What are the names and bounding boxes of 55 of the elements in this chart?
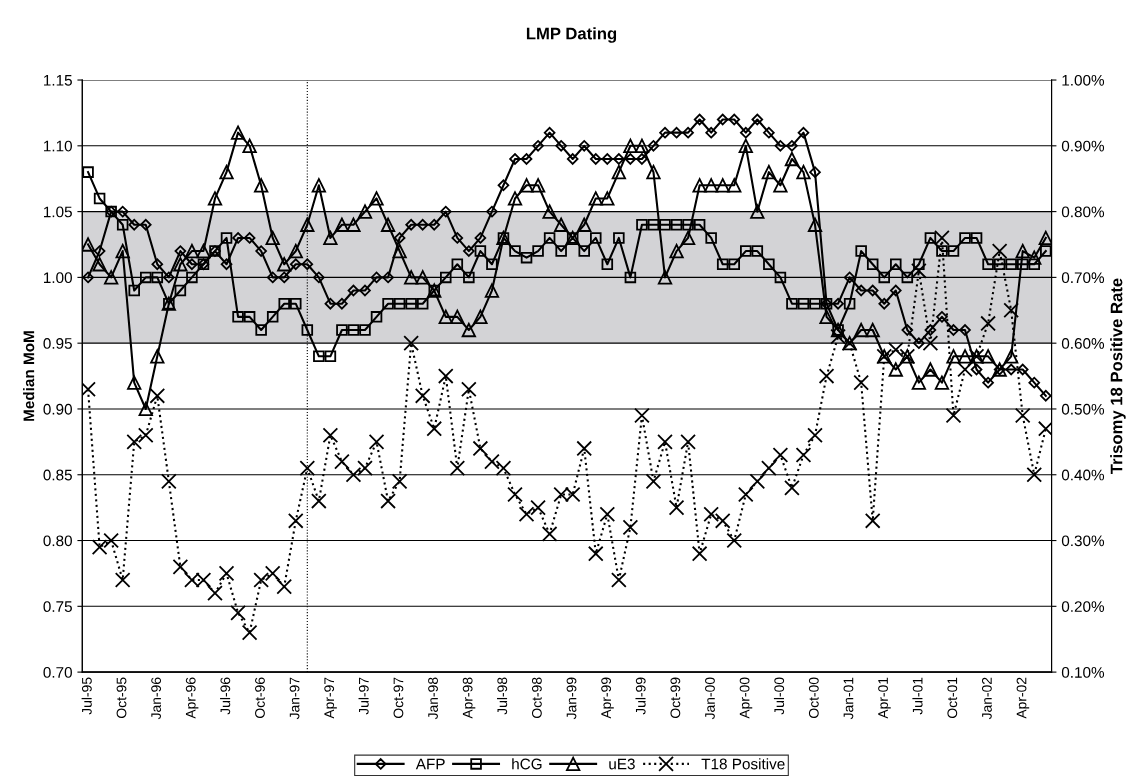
x-tick-label: Oct-00	[808, 677, 819, 718]
x-tick-label: Apr-97	[324, 677, 337, 719]
y2-tick-label: 0.40%	[1061, 469, 1105, 481]
legend-label: uE3	[609, 758, 635, 770]
x-tick-label: Jan-02	[981, 677, 992, 720]
x-tick-label: Oct-95	[116, 677, 127, 718]
x-tick-label: Jan-00	[705, 677, 715, 720]
y-tick-label: 0.85	[43, 469, 72, 481]
legend-label: AFP	[415, 758, 445, 770]
chart-title: LMP Dating	[526, 27, 617, 43]
x-tick-label: Apr-99	[601, 677, 614, 719]
x-tick-label: Oct-98	[531, 677, 542, 718]
legend-label: hCG	[512, 758, 542, 770]
y-tick-label: 1.10	[44, 140, 72, 152]
legend-label: T18 Positive	[701, 758, 785, 770]
x-tick-label: Jan-01	[843, 677, 854, 720]
y-tick-label: 0.75	[43, 601, 72, 613]
x-tick-label: Jul-97	[358, 677, 369, 715]
x-tick-label: Oct-99	[670, 677, 681, 718]
x-tick-label: Apr-96	[185, 677, 199, 719]
y-tick-label: 0.80	[43, 535, 72, 547]
x-tick-label: Jul-98	[496, 677, 508, 715]
x-tick-label: Oct-01	[947, 677, 958, 718]
y-tick-label: 1.00	[44, 272, 72, 284]
y-tick-label: 0.95	[43, 338, 72, 349]
y2-axis-title: Trisomy 18 Positive Rate	[1110, 278, 1126, 475]
x-tick-label: Apr-01	[878, 677, 891, 719]
x-tick-label: Jul-00	[773, 677, 785, 715]
y2-tick-label: 0.10%	[1061, 666, 1105, 678]
x-tick-label: Oct-96	[255, 677, 265, 718]
y2-tick-label: 1.00%	[1062, 74, 1105, 86]
y2-tick-label: 0.90%	[1061, 140, 1105, 152]
y-tick-label: 0.90	[43, 403, 72, 415]
x-tick-label: Jan-96	[151, 677, 162, 720]
x-tick-label: Jul-01	[912, 677, 923, 715]
x-tick-label: Apr-02	[1016, 677, 1030, 719]
y-tick-label: 1.05	[44, 206, 72, 218]
x-tick-label: Jul-95	[81, 677, 92, 715]
y2-tick-label: 0.30%	[1061, 535, 1105, 547]
y2-tick-label: 0.80%	[1061, 206, 1105, 218]
y2-tick-label: 0.60%	[1061, 338, 1105, 349]
x-tick-label: Jan-99	[566, 677, 577, 720]
y-tick-label: 1.15	[44, 75, 72, 86]
x-tick-label: Oct-97	[393, 677, 404, 718]
x-tick-label: Jan-97	[289, 677, 300, 720]
y2-tick-label: 0.20%	[1061, 601, 1105, 613]
y2-tick-label: 0.50%	[1061, 403, 1105, 415]
y-axis-title: Median MoM	[23, 331, 35, 421]
y-tick-label: 0.70	[43, 666, 72, 678]
x-tick-label: Jul-96	[220, 677, 231, 715]
x-tick-label: Jul-99	[635, 677, 646, 715]
x-tick-label: Apr-98	[462, 677, 476, 719]
y2-tick-label: 0.70%	[1061, 272, 1105, 284]
x-tick-label: Apr-00	[739, 677, 753, 719]
x-tick-label: Jan-98	[428, 677, 438, 720]
